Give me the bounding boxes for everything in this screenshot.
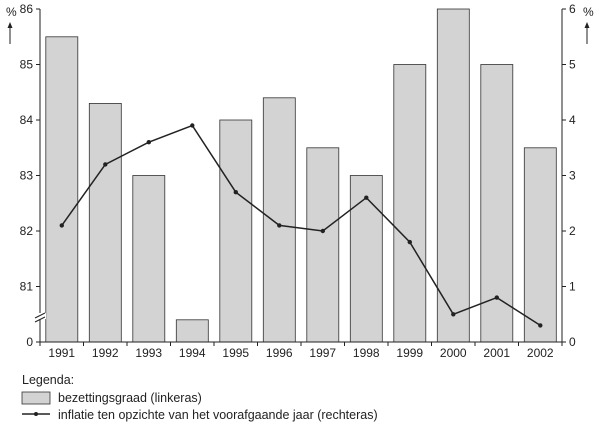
x-tick-label-1992: 1992 xyxy=(92,346,119,360)
left-axis-ticks: 86 85 84 83 82 81 0 xyxy=(20,2,40,349)
legend-bar-swatch xyxy=(21,391,51,405)
right-tick-label: 2 xyxy=(569,224,576,238)
bar-1997 xyxy=(306,147,340,343)
legend-title: Legenda: xyxy=(22,373,74,387)
bar-1995 xyxy=(219,119,253,343)
x-tick-label-1995: 1995 xyxy=(222,346,249,360)
bar-1991 xyxy=(45,36,79,343)
right-tick-label: 0 xyxy=(569,335,576,349)
axis-break-icon xyxy=(34,312,46,323)
left-tick-label: 81 xyxy=(20,280,34,294)
left-tick-label: 82 xyxy=(20,224,34,238)
right-unit-arrow-icon xyxy=(584,22,590,44)
bar-1996 xyxy=(262,97,296,343)
bar-2000 xyxy=(436,8,470,343)
inflation-point-2000 xyxy=(451,312,456,317)
bar-1993 xyxy=(132,175,166,343)
right-tick-label: 3 xyxy=(569,169,576,183)
bar-1998 xyxy=(349,175,383,343)
bar-1992 xyxy=(88,103,122,343)
x-tick-label-1997: 1997 xyxy=(309,346,336,360)
inflation-point-2002 xyxy=(538,323,543,328)
left-unit-label: % xyxy=(6,5,17,44)
legend-entry-bars: bezettingsgraad (linkeras) xyxy=(58,391,202,405)
right-unit-text: % xyxy=(583,5,594,19)
left-tick-label: 84 xyxy=(20,113,34,127)
left-unit-text: % xyxy=(6,5,17,19)
left-tick-label: 83 xyxy=(20,169,34,183)
inflation-line-series xyxy=(59,123,543,328)
legend-entry-line: inflatie ten opzichte van het voorafgaan… xyxy=(58,408,378,422)
inflation-point-1996 xyxy=(277,223,282,228)
bar-1999 xyxy=(393,64,427,343)
right-tick-label: 6 xyxy=(569,2,576,16)
inflation-point-1991 xyxy=(59,223,64,228)
right-tick-label: 5 xyxy=(569,58,576,72)
right-unit-label: % xyxy=(583,5,594,44)
inflation-point-1999 xyxy=(407,239,412,245)
inflation-point-1997 xyxy=(320,228,325,234)
x-axis-ticks: 1991 1992 1993 1994 1995 1996 1997 1998 1999 2000… xyxy=(39,342,563,360)
bar-2001 xyxy=(480,64,514,343)
bar-2002 xyxy=(523,147,557,343)
right-tick-label: 4 xyxy=(569,113,576,127)
inflation-point-1995 xyxy=(233,190,238,195)
left-unit-arrow-icon xyxy=(7,22,13,44)
legend-line-swatch xyxy=(22,412,50,416)
bar-1994 xyxy=(175,319,209,343)
inflation-point-2001 xyxy=(494,295,499,300)
inflation-line xyxy=(61,124,541,327)
x-tick-label-2002: 2002 xyxy=(527,346,554,360)
x-tick-label-2000: 2000 xyxy=(440,346,467,360)
inflation-point-1992 xyxy=(103,162,108,167)
x-tick-label-1996: 1996 xyxy=(266,346,293,360)
legend: Legenda: bezettingsgraad (linkeras) infl… xyxy=(21,373,378,422)
left-tick-label: 0 xyxy=(26,335,33,349)
x-tick-label-1998: 1998 xyxy=(353,346,380,360)
inflation-point-1993 xyxy=(146,140,151,145)
x-tick-label-1993: 1993 xyxy=(135,346,162,360)
inflation-point-1998 xyxy=(364,195,369,200)
left-tick-label: 85 xyxy=(20,58,34,72)
x-tick-label-2001: 2001 xyxy=(483,346,510,360)
x-tick-label-1999: 1999 xyxy=(396,346,423,360)
x-tick-label-1994: 1994 xyxy=(179,346,206,360)
right-tick-label: 1 xyxy=(569,280,576,294)
right-axis-ticks: 6 5 4 3 2 1 0 xyxy=(562,2,576,349)
x-tick-label-1991: 1991 xyxy=(48,346,75,360)
bars-layer xyxy=(45,8,557,343)
left-tick-label: 86 xyxy=(20,2,34,16)
inflation-point-1994 xyxy=(190,123,195,128)
